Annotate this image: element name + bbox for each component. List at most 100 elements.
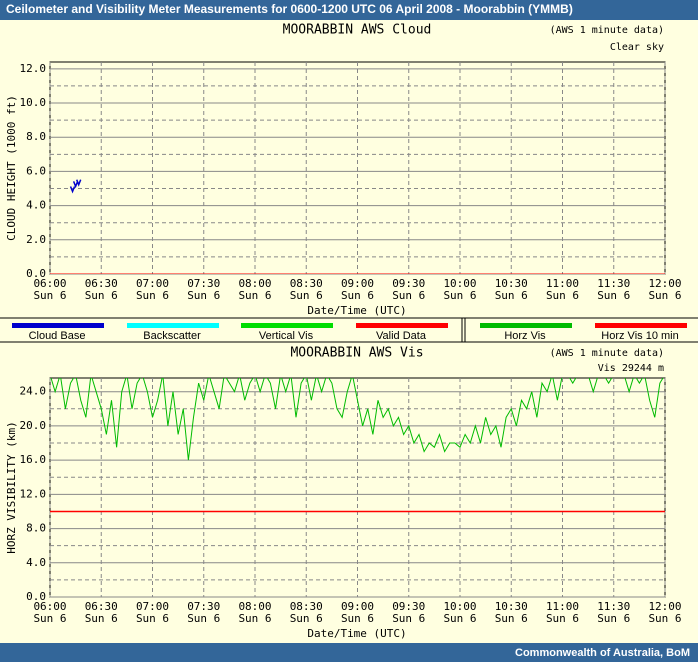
- chart-title: MOORABBIN AWS Cloud: [283, 23, 432, 38]
- y-tick-label: 4.0: [26, 199, 46, 212]
- x-tick-label: 09:00: [341, 600, 374, 613]
- header-bar: [0, 0, 698, 20]
- legend-swatch: [356, 323, 448, 328]
- x-tick-label: 12:00: [648, 600, 681, 613]
- x-tick-label: 06:00: [33, 600, 66, 613]
- x-tick-label: 09:30: [392, 277, 425, 290]
- legend-label: Horz Vis 10 min: [601, 330, 678, 342]
- chart-status: Vis 29244 m: [598, 363, 664, 374]
- x-tick-sublabel: Sun 6: [648, 289, 681, 302]
- x-tick-label: 12:00: [648, 277, 681, 290]
- chart-note: (AWS 1 minute data): [550, 348, 664, 359]
- legend-swatch: [12, 323, 104, 328]
- x-tick-label: 06:30: [85, 600, 118, 613]
- x-axis-label: Date/Time (UTC): [307, 304, 406, 317]
- x-tick-label: 08:30: [290, 600, 323, 613]
- x-tick-label: 07:00: [136, 277, 169, 290]
- x-tick-label: 07:30: [187, 277, 220, 290]
- y-axis-label: HORZ VISIBILITY (km): [5, 421, 18, 553]
- x-tick-sublabel: Sun 6: [392, 612, 425, 625]
- y-tick-label: 0.0: [26, 590, 46, 603]
- x-tick-sublabel: Sun 6: [648, 612, 681, 625]
- x-tick-label: 07:00: [136, 600, 169, 613]
- legend-label: Cloud Base: [29, 330, 86, 342]
- x-tick-sublabel: Sun 6: [136, 612, 169, 625]
- y-tick-label: 8.0: [26, 130, 46, 143]
- x-tick-sublabel: Sun 6: [290, 289, 323, 302]
- x-tick-label: 09:30: [392, 600, 425, 613]
- x-tick-label: 06:30: [85, 277, 118, 290]
- x-tick-sublabel: Sun 6: [136, 289, 169, 302]
- x-tick-sublabel: Sun 6: [597, 612, 630, 625]
- x-tick-label: 10:30: [495, 277, 528, 290]
- x-tick-label: 10:00: [443, 600, 476, 613]
- y-tick-label: 2.0: [26, 233, 46, 246]
- footer-bar: [0, 643, 698, 662]
- x-tick-label: 11:00: [546, 277, 579, 290]
- chart-title: MOORABBIN AWS Vis: [290, 346, 423, 361]
- legend-swatch: [595, 323, 687, 328]
- y-tick-label: 6.0: [26, 164, 46, 177]
- chart-status: Clear sky: [610, 42, 664, 53]
- legend-swatch: [241, 323, 333, 328]
- x-tick-label: 11:30: [597, 600, 630, 613]
- x-tick-sublabel: Sun 6: [238, 612, 271, 625]
- x-tick-sublabel: Sun 6: [495, 612, 528, 625]
- chart-note: (AWS 1 minute data): [550, 25, 664, 36]
- x-tick-sublabel: Sun 6: [443, 289, 476, 302]
- x-tick-sublabel: Sun 6: [290, 612, 323, 625]
- legend-swatch: [480, 323, 572, 328]
- legend-label: Horz Vis: [504, 330, 546, 342]
- x-tick-sublabel: Sun 6: [443, 612, 476, 625]
- x-tick-sublabel: Sun 6: [392, 289, 425, 302]
- x-tick-sublabel: Sun 6: [187, 289, 220, 302]
- legend-swatch: [127, 323, 219, 328]
- footer-text: Commonwealth of Australia, BoM: [515, 647, 690, 659]
- cloud-point: [69, 186, 76, 194]
- plot-area: [49, 377, 666, 598]
- plot-clip: [50, 378, 665, 513]
- x-tick-sublabel: Sun 6: [546, 612, 579, 625]
- x-tick-label: 11:00: [546, 600, 579, 613]
- y-tick-label: 16.0: [20, 453, 47, 466]
- x-tick-sublabel: Sun 6: [238, 289, 271, 302]
- y-tick-label: 8.0: [26, 522, 46, 535]
- plot-clip: [50, 179, 665, 274]
- x-tick-label: 07:30: [187, 600, 220, 613]
- x-tick-sublabel: Sun 6: [546, 289, 579, 302]
- legend-label: Backscatter: [143, 330, 201, 342]
- x-tick-sublabel: Sun 6: [33, 289, 66, 302]
- y-tick-label: 4.0: [26, 556, 46, 569]
- x-tick-sublabel: Sun 6: [341, 289, 374, 302]
- x-tick-sublabel: Sun 6: [33, 612, 66, 625]
- legend-label: Valid Data: [376, 330, 427, 342]
- x-tick-label: 10:30: [495, 600, 528, 613]
- y-tick-label: 10.0: [20, 96, 47, 109]
- cloud-point: [72, 181, 79, 189]
- y-tick-label: 12.0: [20, 487, 47, 500]
- x-tick-sublabel: Sun 6: [597, 289, 630, 302]
- x-tick-sublabel: Sun 6: [85, 289, 118, 302]
- y-tick-label: 20.0: [20, 419, 47, 432]
- legend-label: Vertical Vis: [259, 330, 314, 342]
- y-axis-label: CLOUD HEIGHT (1000 ft): [5, 95, 18, 241]
- cloud-point: [76, 179, 82, 187]
- x-tick-label: 08:30: [290, 277, 323, 290]
- x-tick-sublabel: Sun 6: [495, 289, 528, 302]
- y-tick-label: 24.0: [20, 385, 47, 398]
- x-tick-label: 08:00: [238, 277, 271, 290]
- y-tick-label: 0.0: [26, 267, 46, 280]
- x-tick-sublabel: Sun 6: [187, 612, 220, 625]
- y-tick-label: 12.0: [20, 62, 47, 75]
- x-tick-sublabel: Sun 6: [85, 612, 118, 625]
- header-title: Ceilometer and Visibility Meter Measurem…: [6, 2, 573, 16]
- x-tick-sublabel: Sun 6: [341, 612, 374, 625]
- data-line: [50, 378, 664, 461]
- x-axis-label: Date/Time (UTC): [307, 627, 406, 640]
- x-tick-label: 09:00: [341, 277, 374, 290]
- x-tick-label: 11:30: [597, 277, 630, 290]
- x-tick-label: 06:00: [33, 277, 66, 290]
- x-tick-label: 10:00: [443, 277, 476, 290]
- x-tick-label: 08:00: [238, 600, 271, 613]
